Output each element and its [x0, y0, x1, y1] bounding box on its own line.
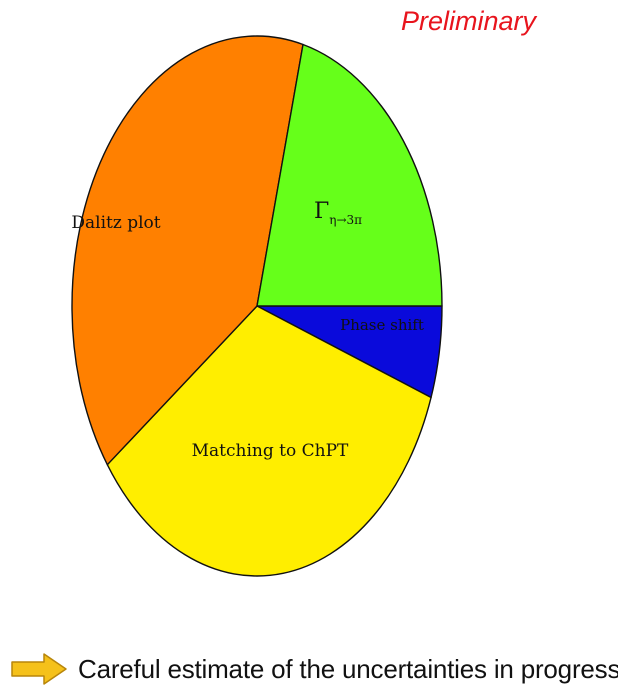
- pie-chart: Γη→3π Phase shift Matching to ChPT Dalit…: [71, 35, 443, 577]
- pie-slice-dalitz-plot: [71, 35, 304, 466]
- slice-label-matching-to-chpt: Matching to ChPT: [192, 441, 349, 461]
- pie-labels: Γη→3π Phase shift Matching to ChPT Dalit…: [71, 199, 424, 461]
- preliminary-label: Preliminary: [401, 6, 537, 36]
- pie-slice-gamma: [256, 43, 443, 307]
- slice-label-dalitz-plot: Dalitz plot: [71, 213, 160, 233]
- footer-note-text: Careful estimate of the uncertainties in…: [78, 653, 618, 684]
- pie-slice-matching-to-chpt: [106, 305, 432, 577]
- slice-label-gamma: Γη→3π: [314, 199, 362, 227]
- slice-label-phase-shift: Phase shift: [340, 316, 424, 334]
- pie-slices: [71, 35, 443, 577]
- right-arrow-icon: [11, 653, 67, 685]
- footer-note: Careful estimate of the uncertainties in…: [10, 652, 618, 686]
